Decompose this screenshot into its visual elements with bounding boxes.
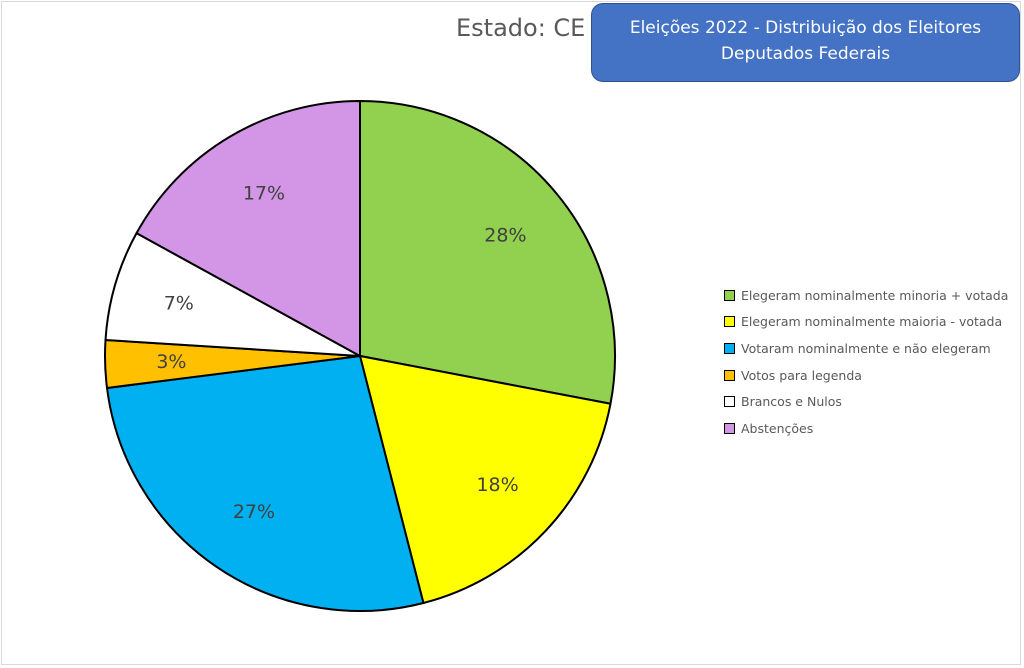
state-label: Estado: CE xyxy=(456,14,586,42)
chart-legend: Elegeram nominalmente minoria + votada El… xyxy=(724,282,1008,442)
legend-swatch-0 xyxy=(724,289,735,301)
legend-item-1: Elegeram nominalmente maioria - votada xyxy=(724,309,1008,336)
slice-data-label-1: 18% xyxy=(476,474,518,496)
pie-slice-4 xyxy=(104,232,361,357)
chart-title-line1: Eleições 2022 - Distribuição dos Eleitor… xyxy=(629,18,982,38)
legend-label-3: Votos para legenda xyxy=(741,367,862,383)
slice-data-label-0: 28% xyxy=(484,225,526,247)
legend-label-0: Elegeram nominalmente minoria + votada xyxy=(741,287,1009,303)
legend-item-0: Elegeram nominalmente minoria + votada xyxy=(724,282,1008,309)
slice-data-label-5: 17% xyxy=(243,183,285,205)
legend-swatch-1 xyxy=(724,316,735,328)
legend-item-3: Votos para legenda xyxy=(724,362,1008,389)
legend-label-1: Elegeram nominalmente maioria - votada xyxy=(741,314,1003,330)
slice-data-label-2: 27% xyxy=(233,501,275,523)
pie-slice-2 xyxy=(106,355,425,612)
pie-slice-5 xyxy=(135,100,361,357)
legend-item-5: Abstenções xyxy=(724,415,1008,442)
legend-label-4: Brancos e Nulos xyxy=(741,394,842,410)
legend-item-4: Brancos e Nulos xyxy=(724,388,1008,415)
slice-data-label-3: 3% xyxy=(156,351,186,373)
legend-label-2: Votaram nominalmente e não elegeram xyxy=(741,340,991,356)
slice-data-label-4: 7% xyxy=(164,292,194,314)
legend-item-2: Votaram nominalmente e não elegeram xyxy=(724,335,1008,362)
pie-slice-0 xyxy=(359,100,616,405)
legend-swatch-3 xyxy=(724,369,735,381)
legend-swatch-2 xyxy=(724,342,735,354)
legend-swatch-4 xyxy=(724,396,735,408)
chart-title-line2: Deputados Federais xyxy=(720,44,891,64)
pie-slice-1 xyxy=(359,355,612,604)
legend-label-5: Abstenções xyxy=(741,420,814,436)
legend-swatch-5 xyxy=(724,422,735,434)
chart-title-box: Eleições 2022 - Distribuição dos Eleitor… xyxy=(591,3,1020,82)
